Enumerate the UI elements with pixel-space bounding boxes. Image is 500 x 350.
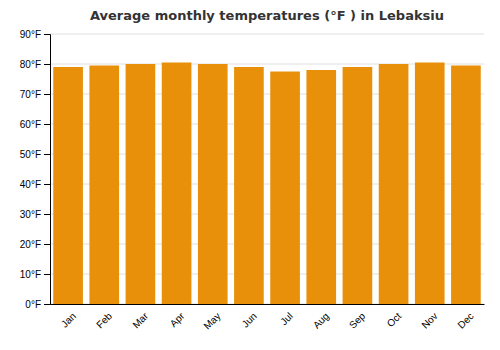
y-tick-label: 20°F xyxy=(20,239,41,250)
chart-svg: 0°F 10°F 20°F 30°F 40°F 50°F 60°F 70°F 80°F 90°F J… xyxy=(0,0,500,350)
bar xyxy=(306,70,336,304)
y-tick: 10°F xyxy=(20,269,50,280)
bar xyxy=(53,67,83,304)
y-tick: 40°F xyxy=(20,179,50,190)
x-tick: Jan xyxy=(59,310,78,329)
x-tick-label: Oct xyxy=(385,310,404,329)
x-tick-label: Feb xyxy=(94,310,114,330)
y-tick-label: 10°F xyxy=(20,269,41,280)
y-tick: 0°F xyxy=(25,299,50,310)
x-tick: Feb xyxy=(94,310,114,330)
x-tick-label: Jun xyxy=(240,310,259,329)
bar xyxy=(379,64,409,304)
y-axis: 0°F 10°F 20°F 30°F 40°F 50°F 60°F 70°F 80°F 90°F xyxy=(20,29,51,310)
y-tick-label: 70°F xyxy=(20,89,41,100)
y-tick-mark xyxy=(44,34,50,35)
plot: 0°F 10°F 20°F 30°F 40°F 50°F 60°F 70°F 80°F 90°F J… xyxy=(20,29,485,332)
x-tick: May xyxy=(202,310,223,331)
y-tick-label: 40°F xyxy=(20,179,41,190)
bar xyxy=(89,66,119,305)
y-tick-label: 90°F xyxy=(20,29,41,40)
x-axis-line xyxy=(51,304,485,305)
x-tick: Nov xyxy=(419,310,439,330)
y-tick: 50°F xyxy=(20,149,50,160)
y-tick-label: 30°F xyxy=(20,209,41,220)
y-tick: 90°F xyxy=(20,29,50,40)
x-axis: Jan Feb Mar Apr May Jun Jul Aug Sep Oct Nov Dec xyxy=(51,305,485,332)
bar xyxy=(126,64,156,304)
bar xyxy=(343,67,373,304)
x-tick-label: Dec xyxy=(455,310,475,330)
grid-line xyxy=(50,34,484,35)
bar xyxy=(198,64,228,304)
x-tick-label: Jan xyxy=(59,310,78,329)
bar xyxy=(270,72,300,305)
y-tick-label: 0°F xyxy=(25,299,41,310)
bar xyxy=(415,63,445,305)
x-tick: Sep xyxy=(347,310,368,331)
y-tick-mark xyxy=(44,274,50,275)
bar xyxy=(451,66,481,305)
x-tick-label: Mar xyxy=(130,310,150,330)
y-tick: 80°F xyxy=(20,59,50,70)
bar xyxy=(234,67,264,304)
x-tick-label: Apr xyxy=(168,310,187,329)
y-tick: 60°F xyxy=(20,119,50,130)
y-tick-mark xyxy=(44,124,50,125)
y-tick: 70°F xyxy=(20,89,50,100)
grid xyxy=(50,34,484,304)
y-axis-line xyxy=(44,35,51,305)
x-tick: Aug xyxy=(311,310,331,330)
x-tick: Jul xyxy=(278,310,295,327)
y-tick-label: 50°F xyxy=(20,149,41,160)
x-tick-label: Sep xyxy=(347,310,368,331)
bars xyxy=(53,63,480,305)
x-tick-label: Jul xyxy=(278,310,295,327)
title: Average monthly temperatures (°F ) in Le… xyxy=(90,8,444,23)
x-tick: Oct xyxy=(385,310,404,329)
y-tick-label: 80°F xyxy=(20,59,41,70)
y-tick-mark xyxy=(44,64,50,65)
x-tick-label: Nov xyxy=(419,310,439,330)
x-tick: Jun xyxy=(240,310,259,329)
y-tick-mark xyxy=(44,304,50,305)
x-tick-label: Aug xyxy=(311,310,331,330)
x-tick: Dec xyxy=(455,310,475,330)
chart-container: 0°F 10°F 20°F 30°F 40°F 50°F 60°F 70°F 80°F 90°F J… xyxy=(0,0,500,350)
y-tick: 20°F xyxy=(20,239,50,250)
bar xyxy=(162,63,192,305)
x-tick: Apr xyxy=(168,310,187,329)
y-tick-mark xyxy=(44,184,50,185)
y-tick-label: 60°F xyxy=(20,119,41,130)
y-tick-mark xyxy=(44,244,50,245)
y-tick-mark xyxy=(44,154,50,155)
y-tick-mark xyxy=(44,214,50,215)
y-tick: 30°F xyxy=(20,209,50,220)
y-tick-mark xyxy=(44,94,50,95)
x-tick-label: May xyxy=(202,310,223,331)
x-tick: Mar xyxy=(130,310,150,330)
